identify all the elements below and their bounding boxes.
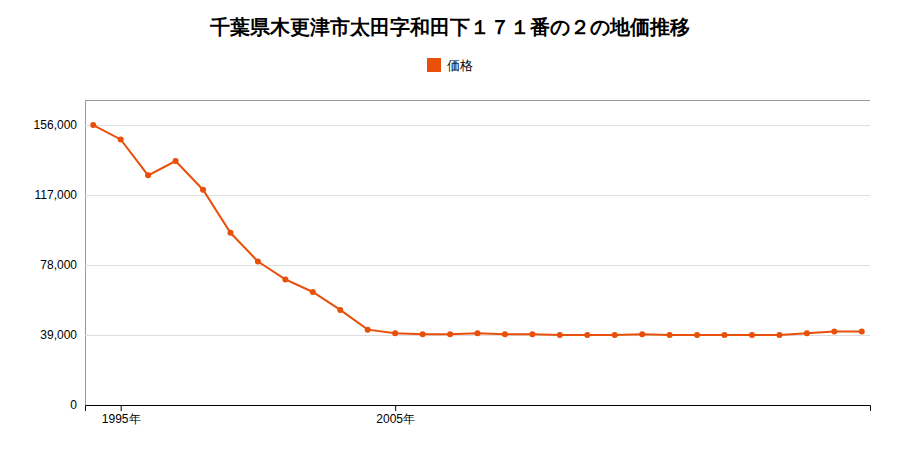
- marker: [282, 276, 288, 282]
- x-axis-line: [86, 406, 871, 412]
- y-tick: 156,000: [34, 118, 870, 132]
- marker: [200, 187, 206, 193]
- chart: 0 39,000 78,000 117,000 156,000 1995年 2005年 千葉県…: [0, 0, 900, 450]
- marker: [722, 332, 728, 338]
- marker: [749, 332, 755, 338]
- line: [93, 125, 862, 335]
- marker: [804, 330, 810, 336]
- marker: [557, 332, 563, 338]
- plot-area: 0 39,000 78,000 117,000 156,000 1995年 2005年: [34, 101, 871, 426]
- y-tick: 0: [70, 398, 870, 412]
- marker: [612, 332, 618, 338]
- marker: [337, 307, 343, 313]
- marker: [118, 136, 124, 142]
- grid-line: [85, 265, 870, 266]
- series-group: [90, 122, 865, 338]
- marker: [584, 332, 590, 338]
- marker: [502, 331, 508, 337]
- y-tick-label: 0: [70, 398, 77, 412]
- y-tick-label: 39,000: [40, 328, 77, 342]
- marker: [227, 230, 233, 236]
- marker: [639, 331, 645, 337]
- marker: [831, 328, 837, 334]
- x-tick-label: 1995年: [102, 412, 141, 426]
- marker: [392, 330, 398, 336]
- legend: 価格: [427, 58, 473, 73]
- y-tick-label: 156,000: [34, 118, 78, 132]
- marker: [173, 158, 179, 164]
- x-tick-label: 2005年: [376, 412, 415, 426]
- grid-line: [85, 125, 870, 126]
- title: 千葉県木更津市太田字和田下１７１番の２の地価推移: [209, 15, 690, 39]
- x-tick: 2005年: [376, 405, 415, 426]
- marker: [310, 289, 316, 295]
- y-tick-label: 78,000: [40, 258, 77, 272]
- marker: [447, 331, 453, 337]
- y-tick-label: 117,000: [35, 188, 78, 202]
- x-axis: 1995年 2005年: [86, 405, 871, 426]
- tick-mark: [395, 405, 396, 411]
- tick-mark: [121, 405, 122, 411]
- marker: [420, 331, 426, 337]
- marker: [859, 328, 865, 334]
- legend-swatch: [427, 58, 441, 72]
- marker: [90, 122, 96, 128]
- y-tick: 117,000: [35, 188, 871, 202]
- marker: [776, 332, 782, 338]
- marker: [365, 327, 371, 333]
- legend-item: 価格: [427, 58, 473, 73]
- y-tick: 78,000: [40, 258, 870, 272]
- legend-label: 価格: [447, 58, 473, 73]
- x-tick: 1995年: [102, 405, 141, 426]
- marker: [475, 330, 481, 336]
- marker: [529, 331, 535, 337]
- marker: [667, 332, 673, 338]
- y-axis-line: [86, 101, 871, 406]
- y-axis: 0 39,000 78,000 117,000 156,000: [34, 101, 870, 413]
- marker: [255, 258, 261, 264]
- grid-line: [85, 195, 870, 196]
- marker: [694, 332, 700, 338]
- marker: [145, 172, 151, 178]
